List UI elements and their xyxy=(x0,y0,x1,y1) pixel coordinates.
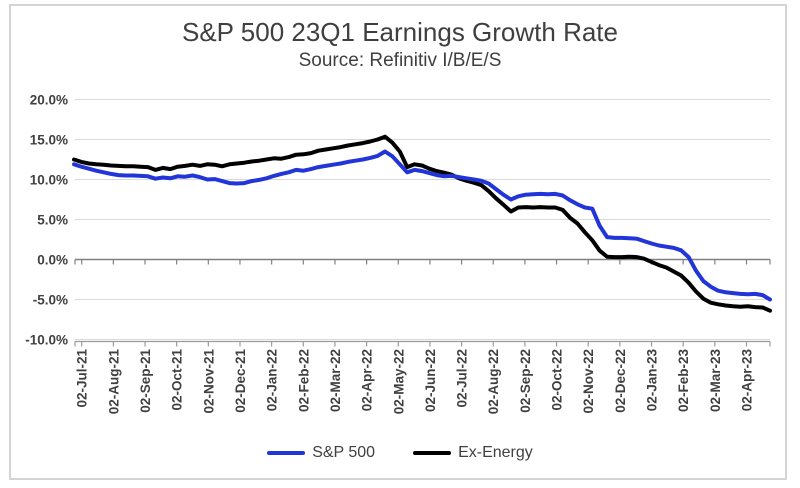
y-tick-label: 0.0% xyxy=(37,253,68,268)
x-tick-label: 02-May-22 xyxy=(391,349,406,414)
y-tick-label: -5.0% xyxy=(33,293,68,308)
x-tick-label: 02-Nov-21 xyxy=(201,349,216,414)
x-tick-label: 02-Sep-21 xyxy=(138,349,153,413)
chart-subtitle: Source: Refinitiv I/B/E/S xyxy=(298,50,502,71)
x-tick-label: 02-Dec-21 xyxy=(233,349,248,413)
y-tick-label: 5.0% xyxy=(37,213,68,228)
legend-item-sp500: S&P 500 xyxy=(267,444,375,462)
x-tick-label: 02-Jan-22 xyxy=(265,349,280,411)
chart-title: S&P 500 23Q1 Earnings Growth Rate xyxy=(182,17,618,47)
x-tick-label: 02-Jun-22 xyxy=(423,349,438,412)
x-tick-label: 02-Nov-22 xyxy=(581,349,596,414)
x-tick-labels: 02-Jul-21 02-Aug-21 02-Sep-21 02-Oct-21 02-N… xyxy=(75,349,755,415)
y-tick-labels: 20.0% 15.0% 10.0% 5.0% 0.0% -5.0% -10.0% xyxy=(25,93,68,348)
chart-legend: S&P 500 Ex-Energy xyxy=(0,444,800,462)
y-tick-label: -10.0% xyxy=(25,333,68,348)
y-gridlines xyxy=(75,98,770,341)
x-tick-label: 02-Aug-22 xyxy=(486,349,501,414)
legend-item-ex-energy: Ex-Energy xyxy=(413,444,533,462)
x-tick-label: 02-Oct-21 xyxy=(170,349,185,411)
x-tick-label: 02-Aug-21 xyxy=(106,349,121,415)
x-tick-label: 02-Jul-22 xyxy=(455,349,470,408)
series-line-ex-energy xyxy=(72,134,772,313)
x-tick-label: 02-Dec-22 xyxy=(613,349,628,413)
legend-label-ex-energy: Ex-Energy xyxy=(458,444,533,461)
x-tick-label: 02-Apr-23 xyxy=(739,349,754,412)
x-tick-label: 02-Mar-22 xyxy=(328,349,343,412)
x-tick-label: 02-Feb-22 xyxy=(296,349,311,412)
sp500-line-swatch-icon xyxy=(267,451,306,455)
ex-energy-line-swatch-icon xyxy=(413,451,452,455)
x-tick-label: 02-Jan-23 xyxy=(645,349,660,412)
chart-frame xyxy=(9,4,787,480)
y-tick-label: 20.0% xyxy=(30,93,68,108)
x-tick-label: 02-Oct-22 xyxy=(550,349,565,411)
axis-tick-marks xyxy=(74,259,771,347)
series-line-s-p-500 xyxy=(72,149,772,302)
x-tick-label: 02-Sep-22 xyxy=(518,349,533,413)
x-tick-label: 02-Apr-22 xyxy=(360,349,375,411)
x-tick-label: 02-Mar-23 xyxy=(708,349,723,413)
x-tick-label: 02-Jul-21 xyxy=(75,349,90,408)
y-tick-label: 10.0% xyxy=(30,173,68,188)
legend-label-sp500: S&P 500 xyxy=(312,444,376,461)
y-tick-label: 15.0% xyxy=(30,133,68,148)
x-tick-label: 02-Feb-23 xyxy=(676,349,691,413)
